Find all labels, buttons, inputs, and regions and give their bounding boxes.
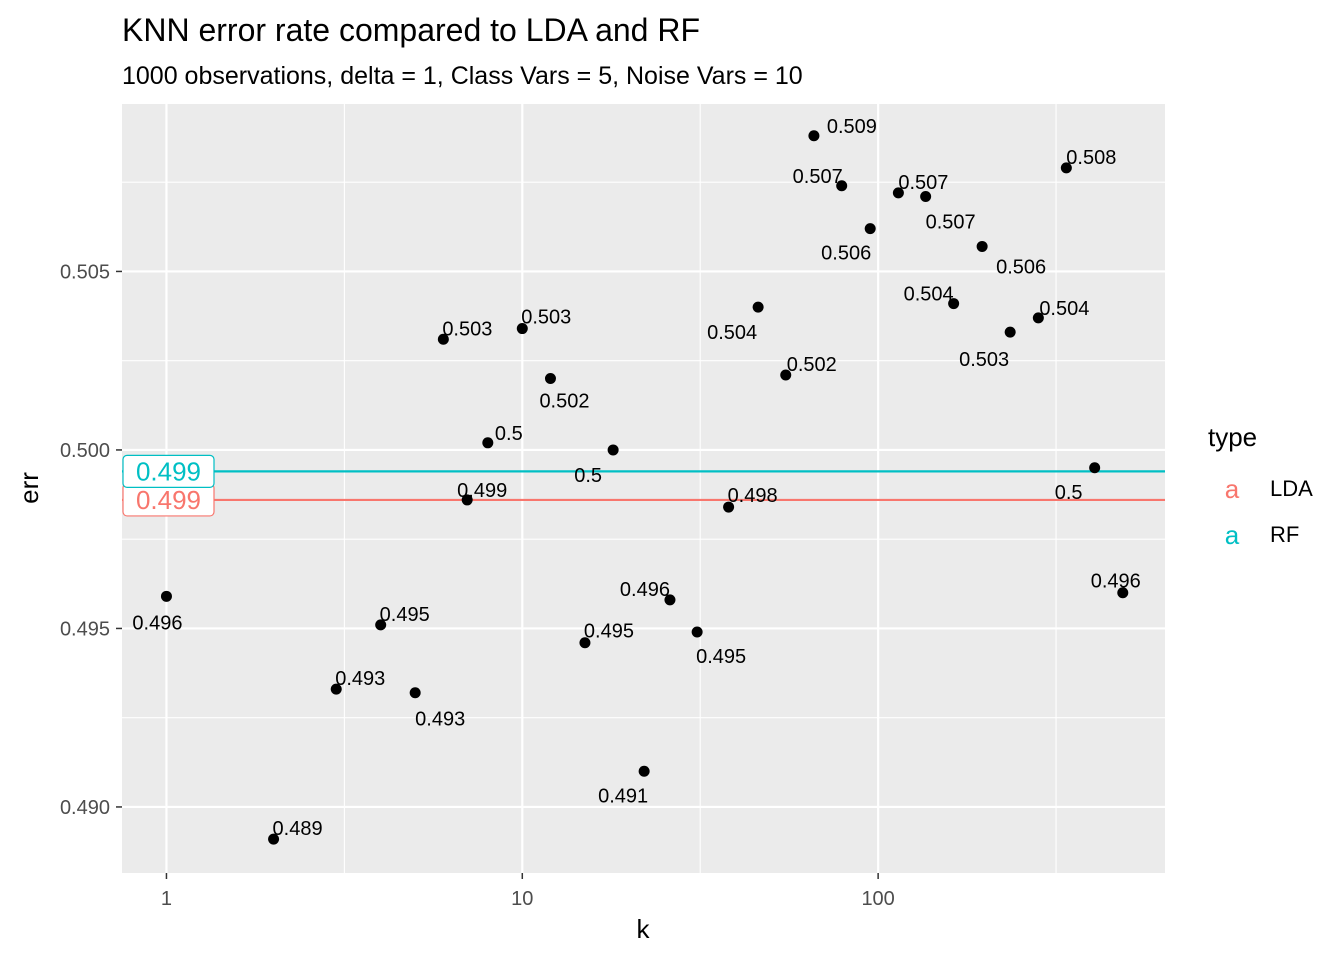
- data-point: [1060, 162, 1072, 174]
- data-point: [920, 190, 932, 202]
- data-point: [638, 765, 650, 777]
- data-point: [482, 437, 494, 449]
- y-axis-title: err: [14, 472, 44, 504]
- data-label: 0.493: [335, 668, 385, 690]
- data-point: [1117, 587, 1129, 599]
- axis-ticks: 1 10 100 0.490 0.495 0.500 0.505: [60, 261, 895, 910]
- ref-label-rf: 0.499: [136, 456, 201, 486]
- data-point: [1089, 462, 1101, 474]
- data-label: 0.5: [574, 465, 602, 487]
- data-point: [691, 626, 703, 638]
- legend: type a LDA a RF: [1208, 422, 1313, 550]
- data-label: 0.507: [793, 166, 843, 188]
- data-label: 0.493: [415, 709, 465, 731]
- data-point: [160, 590, 172, 602]
- data-label: 0.507: [926, 211, 976, 233]
- data-point: [375, 619, 387, 631]
- ref-label-box-rf: [122, 454, 215, 488]
- data-label: 0.504: [707, 322, 757, 344]
- data-label: 0.504: [904, 284, 954, 306]
- data-label: 0.496: [620, 579, 670, 601]
- legend-label-lda: LDA: [1270, 476, 1313, 501]
- x-tick-label: 1: [161, 888, 172, 910]
- data-point: [1032, 312, 1044, 324]
- data-point: [976, 240, 988, 252]
- data-point: [330, 683, 342, 695]
- data-point: [268, 833, 280, 845]
- data-label: 0.496: [132, 612, 182, 634]
- data-label: 0.489: [273, 818, 323, 840]
- data-point: [409, 687, 421, 699]
- data-label: 0.504: [1039, 298, 1089, 320]
- data-label: 0.506: [996, 256, 1046, 278]
- data-label: 0.503: [442, 318, 492, 340]
- data-point: [461, 494, 473, 506]
- y-tick-label: 0.500: [60, 440, 110, 462]
- legend-title: type: [1208, 422, 1257, 452]
- data-point: [780, 369, 792, 381]
- data-label: 0.507: [898, 172, 948, 194]
- data-label: 0.499: [457, 480, 507, 502]
- data-point: [437, 333, 449, 345]
- data-label: 0.5: [1055, 482, 1083, 504]
- data-label: 0.496: [1091, 571, 1141, 593]
- plot-panel: [122, 104, 1165, 873]
- data-label: 0.502: [539, 391, 589, 413]
- data-label: 0.495: [696, 646, 746, 668]
- data-label: 0.502: [787, 354, 837, 376]
- data-point: [808, 130, 820, 142]
- data-point: [1004, 326, 1016, 338]
- chart-title: KNN error rate compared to LDA and RF: [122, 12, 700, 48]
- x-axis-title: k: [637, 914, 651, 944]
- x-tick-label: 100: [861, 888, 894, 910]
- data-labels: 0.496 0.489 0.493 0.495 0.493 0.503 0.499 0.5 0.…: [132, 116, 1140, 840]
- data-point: [948, 298, 960, 310]
- data-label: 0.508: [1066, 147, 1116, 169]
- reference-lines: [122, 470, 1165, 502]
- data-point: [607, 444, 619, 456]
- data-point: [752, 301, 764, 313]
- legend-label-rf: RF: [1270, 522, 1299, 547]
- legend-key-rf: a: [1225, 520, 1240, 550]
- data-label: 0.503: [959, 349, 1009, 371]
- data-label: 0.498: [728, 485, 778, 507]
- data-point: [864, 223, 876, 235]
- data-point: [664, 594, 676, 606]
- y-tick-label: 0.490: [60, 797, 110, 819]
- data-point: [516, 323, 528, 335]
- data-point: [579, 637, 591, 649]
- data-point: [836, 180, 848, 192]
- data-label: 0.506: [821, 243, 871, 265]
- data-label: 0.495: [380, 604, 430, 626]
- data-label: 0.491: [598, 785, 648, 807]
- data-label: 0.495: [584, 621, 634, 643]
- data-point: [892, 187, 904, 199]
- data-label: 0.5: [495, 423, 523, 445]
- data-point: [544, 373, 556, 385]
- data-point: [723, 501, 735, 513]
- grid-major: [122, 104, 1165, 873]
- y-tick-label: 0.505: [60, 261, 110, 283]
- y-tick-label: 0.495: [60, 618, 110, 640]
- legend-key-lda: a: [1225, 474, 1240, 504]
- data-label: 0.503: [521, 307, 571, 329]
- ref-label-lda: 0.499: [136, 485, 201, 515]
- data-label: 0.509: [827, 116, 877, 138]
- grid-minor: [122, 104, 1165, 873]
- data-points: [160, 130, 1129, 845]
- chart-subtitle: 1000 observations, delta = 1, Class Vars…: [122, 62, 803, 90]
- x-tick-label: 10: [511, 888, 533, 910]
